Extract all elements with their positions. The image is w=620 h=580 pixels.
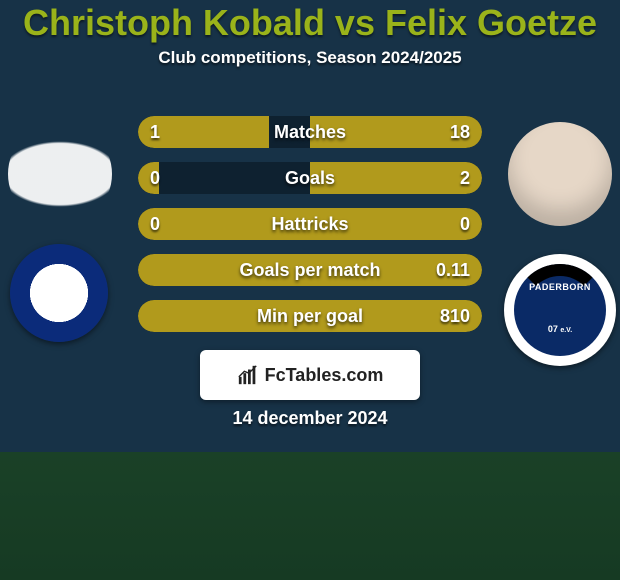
stat-value-right: 810 — [408, 306, 482, 327]
stat-row: 0Goals2 — [138, 162, 482, 194]
club-right-text-top: PADERBORN — [514, 282, 606, 292]
brand-text: FcTables.com — [265, 365, 384, 386]
stat-value-right: 2 — [408, 168, 482, 189]
stat-value-left: 0 — [138, 168, 212, 189]
stat-row: Min per goal810 — [138, 300, 482, 332]
club-right-text-bottom: 07 e.V. — [514, 324, 606, 334]
stat-row: 0Hattricks0 — [138, 208, 482, 240]
stat-value-right: 18 — [408, 122, 482, 143]
player-avatar-left — [8, 122, 112, 226]
stat-value-left: 1 — [138, 122, 212, 143]
brand-badge: FcTables.com — [200, 350, 420, 400]
infographic-date: 14 december 2024 — [0, 408, 620, 429]
comparison-infographic: { "header": { "title": "Christoph Kobald… — [0, 0, 620, 580]
club-badge-right: PADERBORN 07 e.V. — [504, 254, 616, 366]
subtitle: Club competitions, Season 2024/2025 — [0, 48, 620, 68]
stat-label: Hattricks — [212, 214, 408, 235]
club-badge-left — [10, 244, 108, 342]
stat-label: Goals — [212, 168, 408, 189]
stat-value-left: 0 — [138, 214, 212, 235]
page-title: Christoph Kobald vs Felix Goetze — [0, 0, 620, 44]
stat-label: Matches — [212, 122, 408, 143]
stats-panel: 1Matches180Goals20Hattricks0Goals per ma… — [138, 116, 482, 346]
footer-grass — [0, 452, 620, 580]
stat-value-right: 0.11 — [408, 260, 482, 281]
stat-label: Min per goal — [212, 306, 408, 327]
player-avatar-right — [508, 122, 612, 226]
stat-row: 1Matches18 — [138, 116, 482, 148]
stat-row: Goals per match0.11 — [138, 254, 482, 286]
stat-label: Goals per match — [212, 260, 408, 281]
stat-value-right: 0 — [408, 214, 482, 235]
bar-chart-icon — [237, 364, 259, 386]
